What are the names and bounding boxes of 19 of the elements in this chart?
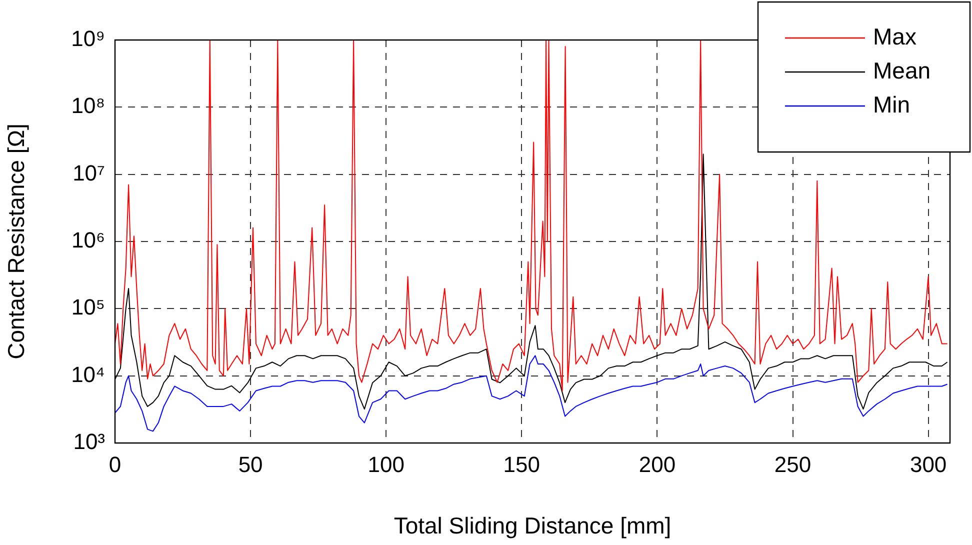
x-tick-label: 0	[108, 452, 122, 478]
legend-label: Min	[873, 91, 910, 118]
x-tick-label: 200	[638, 452, 676, 478]
legend-label: Mean	[873, 57, 931, 84]
legend-label: Max	[873, 23, 917, 50]
y-tick-label: 10⁸	[71, 93, 105, 118]
x-tick-label: 250	[774, 452, 812, 478]
y-tick-label: 10⁵	[71, 294, 105, 320]
x-tick-label: 150	[503, 452, 540, 478]
x-tick-label: 300	[910, 452, 947, 478]
y-tick-label: 10⁶	[71, 228, 105, 253]
y-tick-label: 10⁴	[71, 362, 105, 387]
y-tick-label: 10⁷	[72, 160, 106, 186]
x-tick-label: 50	[238, 452, 263, 478]
x-tick-label: 100	[368, 452, 404, 478]
x-axis-title: Total Sliding Distance [mm]	[394, 512, 672, 539]
y-axis-title: Contact Resistance [Ω]	[3, 124, 30, 360]
y-tick-label: 10³	[73, 429, 105, 454]
y-tick-label: 10⁹	[71, 26, 105, 52]
